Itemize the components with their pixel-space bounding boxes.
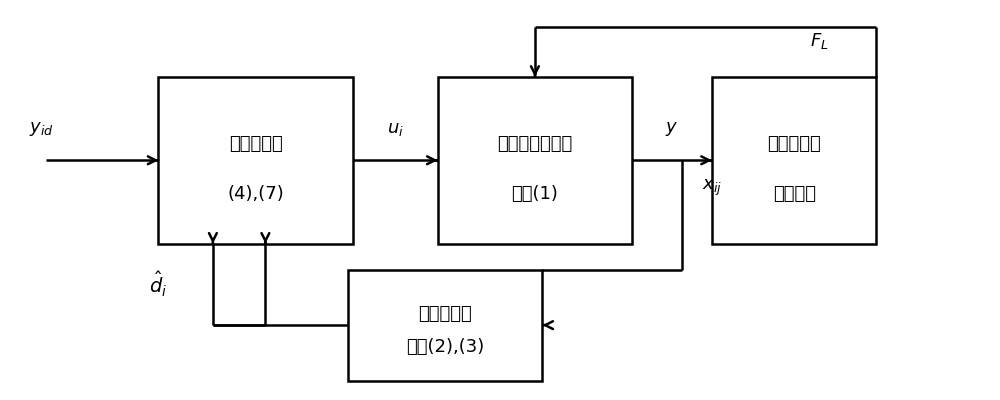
Text: 行器(1): 行器(1) <box>511 185 558 203</box>
Text: 级联电液伺服执: 级联电液伺服执 <box>497 134 573 152</box>
Text: $\hat{d}_i$: $\hat{d}_i$ <box>149 270 167 299</box>
Text: $F_L$: $F_L$ <box>810 31 828 51</box>
Text: (4),(7): (4),(7) <box>227 185 284 203</box>
Bar <box>158 77 353 244</box>
Text: $x_{ij}$: $x_{ij}$ <box>702 178 722 198</box>
Bar <box>438 77 632 244</box>
Text: 反步控制律: 反步控制律 <box>229 134 283 152</box>
Text: 耦合干扰观: 耦合干扰观 <box>418 305 472 323</box>
Text: 动机械臂: 动机械臂 <box>773 185 816 203</box>
Text: 测器(2),(3): 测器(2),(3) <box>406 338 484 356</box>
Text: 多自由度运: 多自由度运 <box>767 134 821 152</box>
Text: $y$: $y$ <box>665 120 679 138</box>
Text: $y_{id}$: $y_{id}$ <box>29 120 54 138</box>
Bar <box>712 77 876 244</box>
Bar <box>348 270 542 381</box>
Text: $u_i$: $u_i$ <box>387 120 404 138</box>
